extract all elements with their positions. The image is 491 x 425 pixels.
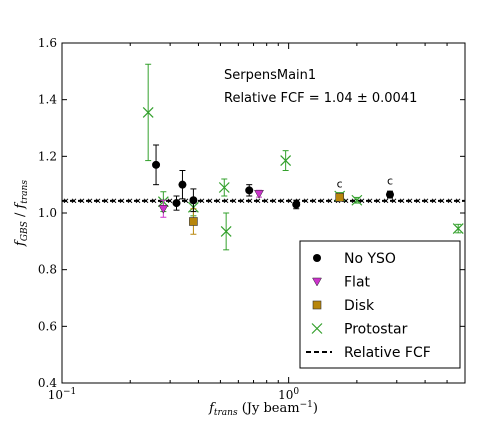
no-yso-point <box>178 180 187 189</box>
disk-point <box>189 217 198 226</box>
no-yso-point <box>152 160 161 169</box>
reference-line-marker <box>71 198 77 204</box>
reference-line-marker <box>359 198 365 204</box>
reference-line-marker <box>423 198 429 204</box>
reference-line-marker <box>383 198 389 204</box>
y-tick-label: 1.6 <box>38 36 57 50</box>
protostar-point <box>280 155 292 167</box>
y-tick-label: 0.6 <box>38 319 57 333</box>
no-yso-point <box>292 200 301 209</box>
reference-line-marker <box>95 198 101 204</box>
y-tick-label: 1.2 <box>38 149 57 163</box>
legend-label-flat: Flat <box>344 275 371 291</box>
x-axis-label: ftrans (Jy beam−1) <box>208 400 318 418</box>
reference-line-marker <box>287 198 293 204</box>
reference-line-marker <box>111 198 117 204</box>
reference-line-marker <box>263 198 269 204</box>
no-yso-point <box>189 196 198 205</box>
reference-line-marker <box>439 198 445 204</box>
no-yso-point <box>385 190 394 199</box>
reference-line-marker <box>455 198 461 204</box>
reference-line-marker <box>407 198 413 204</box>
c-label: c <box>387 174 393 187</box>
reference-line-marker <box>119 198 125 204</box>
protostar-point <box>218 182 230 193</box>
reference-line-marker <box>215 198 221 204</box>
reference-line-marker <box>247 198 253 204</box>
reference-line-marker <box>143 198 149 204</box>
reference-line-marker <box>279 198 285 204</box>
legend-box <box>299 240 461 369</box>
reference-line-marker <box>447 198 453 204</box>
reference-line-marker <box>271 198 277 204</box>
reference-line-marker <box>343 198 349 204</box>
reference-line-marker <box>63 198 69 204</box>
no-yso-point <box>245 186 254 195</box>
reference-line-marker <box>375 198 381 204</box>
reference-line-marker <box>431 198 437 204</box>
reference-line-marker <box>367 198 373 204</box>
reference-line-marker <box>391 198 397 204</box>
c-label: c <box>337 177 343 190</box>
annotation-title: SerpensMain1 <box>224 68 316 83</box>
legend-marker-disk <box>312 300 322 310</box>
legend-marker-flat <box>312 277 322 287</box>
y-tick-label: 0.4 <box>38 376 57 390</box>
reference-line-marker <box>199 198 205 204</box>
protostar-point <box>220 225 232 237</box>
legend-label-relative-fcf: Relative FCF <box>344 345 431 361</box>
disk-point <box>335 193 345 202</box>
reference-line-marker <box>103 198 109 204</box>
reference-line-marker <box>167 198 173 204</box>
reference-line-marker <box>327 198 333 204</box>
reference-line-marker <box>183 198 189 204</box>
reference-line-marker <box>239 198 245 204</box>
y-tick-label: 1.0 <box>38 206 57 220</box>
annotation-fcf: Relative FCF = 1.04 ± 0.0041 <box>224 91 417 106</box>
legend-label-disk: Disk <box>344 298 375 314</box>
reference-line-marker <box>151 198 157 204</box>
protostar-point <box>351 194 363 206</box>
legend-marker-protostar <box>311 323 323 334</box>
reference-line-marker <box>87 198 93 204</box>
reference-line-marker <box>231 198 237 204</box>
flat-point <box>158 205 169 214</box>
reference-line-marker <box>415 198 421 204</box>
reference-line-marker <box>303 198 309 204</box>
x-tick-label: 10−1 <box>48 387 77 402</box>
legend-marker-no-yso <box>313 254 321 262</box>
reference-line-marker <box>223 198 229 204</box>
reference-line-marker <box>255 198 261 204</box>
protostar-point <box>452 223 464 235</box>
legend-label-protostar: Protostar <box>344 322 408 338</box>
legend-label-no-yso: No YSO <box>344 251 396 267</box>
reference-line-marker <box>79 198 85 204</box>
y-tick-label: 1.4 <box>38 93 57 107</box>
reference-line-marker <box>127 198 133 204</box>
flat-point <box>254 189 264 199</box>
reference-line-marker <box>135 198 141 204</box>
y-axis-label: fGBS / ftrans <box>13 180 30 247</box>
protostar-point <box>142 106 154 118</box>
reference-line-marker <box>311 198 317 204</box>
reference-line-marker <box>319 198 325 204</box>
no-yso-point <box>172 199 181 208</box>
x-tick-label: 100 <box>278 387 299 402</box>
reference-line-marker <box>399 198 405 204</box>
y-tick-label: 0.8 <box>38 263 57 277</box>
reference-line-marker <box>207 198 213 204</box>
